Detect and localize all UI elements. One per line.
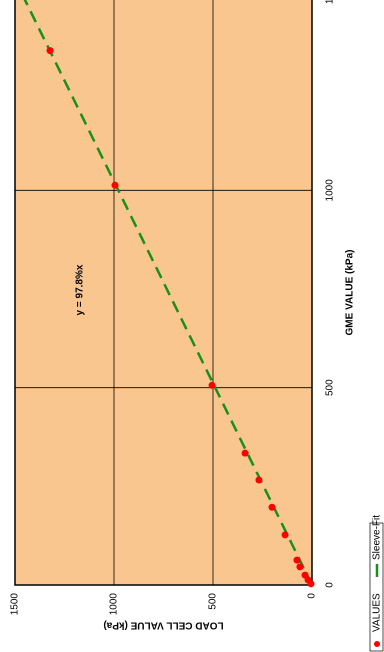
legend-box — [369, 522, 384, 652]
y-tick-label: 0 — [307, 593, 318, 599]
plot-area — [14, 0, 313, 586]
x-tick-label: 1500 — [325, 0, 336, 4]
data-point — [268, 503, 276, 511]
rotated-chart: 0 500 1000 1500 0 500 1000 1500 GME VALUE (kPa) L… — [10, 0, 384, 652]
data-point — [46, 47, 54, 55]
y-tick-label: 500 — [208, 593, 219, 610]
data-point — [241, 449, 249, 457]
data-point — [296, 563, 304, 571]
legend-label: Sleeve-Fit — [372, 515, 383, 560]
data-point — [111, 181, 119, 189]
x-tick-label: 500 — [325, 379, 336, 396]
data-point — [281, 531, 289, 539]
legend-marker — [374, 641, 380, 647]
data-point — [307, 580, 315, 588]
y-axis-label: LOAD CELL VALUE (kPa) — [103, 619, 223, 630]
legend: VALUES Sleeve-Fit — [369, 515, 384, 652]
legend-label: VALUES — [372, 593, 383, 632]
y-tick-label: 1000 — [109, 593, 120, 616]
data-point — [293, 556, 301, 564]
fit-line — [20, 0, 314, 586]
annotation: y = 97.8%x — [75, 264, 86, 315]
x-tick-label: 1000 — [325, 179, 336, 202]
x-tick-label: 0 — [325, 582, 336, 588]
data-point — [208, 381, 216, 389]
y-tick-label: 1500 — [10, 593, 21, 616]
data-point — [255, 476, 263, 484]
x-axis-label: GME VALUE (kPa) — [345, 250, 356, 336]
